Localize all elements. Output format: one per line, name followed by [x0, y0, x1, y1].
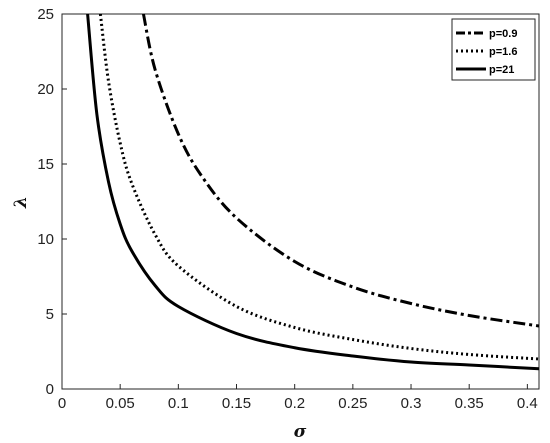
legend-label: p=0.9	[489, 28, 517, 40]
x-tick-label: 0.4	[517, 395, 538, 412]
series-line-p=21	[86, 13, 540, 371]
legend-label: p=21	[489, 64, 514, 76]
y-axis-label: λ	[11, 196, 31, 209]
series-line-p=0.9	[141, 13, 540, 328]
x-tick-label: 0	[58, 395, 66, 412]
y-tick-label: 15	[37, 156, 54, 173]
y-tick-label: 0	[46, 381, 54, 398]
y-tick-label: 20	[37, 81, 54, 98]
y-axis-ticks: 0 5 10 15 20 25	[37, 6, 67, 398]
x-tick-label: 0.3	[401, 395, 422, 412]
x-tick-label: 0.35	[455, 395, 484, 412]
x-tick-label: 0.05	[106, 395, 135, 412]
x-axis-label: σ	[294, 422, 307, 442]
y-tick-label: 25	[37, 6, 54, 23]
y-tick-label: 5	[46, 306, 54, 323]
x-axis-ticks: 0 0.05 0.1 0.15 0.2 0.25 0.3 0.35 0.4	[58, 384, 538, 412]
legend: p=0.9 p=1.6 p=21	[451, 18, 536, 81]
series-lines	[86, 13, 540, 371]
x-tick-label: 0.1	[168, 395, 189, 412]
x-tick-label: 0.15	[222, 395, 251, 412]
x-tick-label: 0.25	[338, 395, 367, 412]
x-tick-label: 0.2	[284, 395, 305, 412]
legend-box	[451, 18, 536, 81]
y-tick-label: 10	[37, 231, 54, 248]
legend-label: p=1.6	[489, 46, 517, 58]
